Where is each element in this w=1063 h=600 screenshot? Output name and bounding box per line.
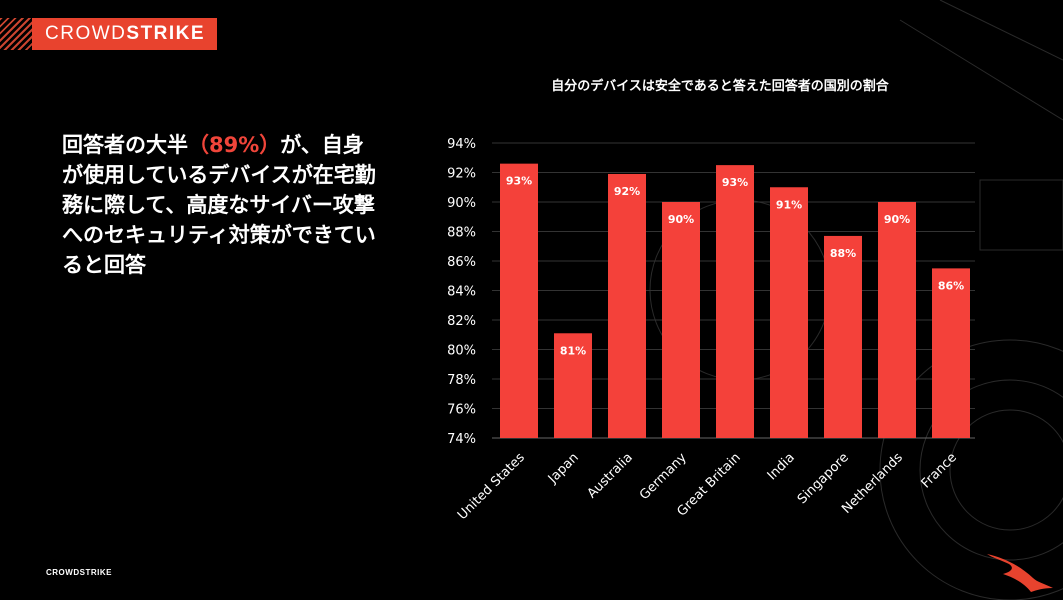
y-tick-label: 86% <box>447 255 476 270</box>
x-tick-label: India <box>765 450 798 483</box>
y-tick-label: 74% <box>447 432 476 447</box>
bar <box>932 268 970 438</box>
bar <box>824 235 862 438</box>
x-tick-label: Germany <box>637 450 690 503</box>
falcon-icon <box>987 554 1053 592</box>
x-tick-label: United States <box>455 450 528 523</box>
bar <box>500 163 538 438</box>
y-tick-label: 88% <box>447 226 476 241</box>
x-tick-label: Australia <box>585 450 636 501</box>
data-label: 93% <box>722 176 748 189</box>
bar <box>770 187 808 438</box>
data-label: 90% <box>884 213 910 226</box>
x-tick-label: Singapore <box>795 450 852 507</box>
data-label: 93% <box>506 175 532 188</box>
y-tick-label: 84% <box>447 285 476 300</box>
chart-title: 自分のデバイスは安全であると答えた回答者の国別の割合 <box>551 78 889 94</box>
logo-text-bold: STRIKE <box>126 23 206 44</box>
data-label: 92% <box>614 185 640 198</box>
headline: 回答者の大半（89%）が、自身が使用しているデバイスが在宅勤務に際して、高度なサ… <box>62 130 382 280</box>
data-label: 88% <box>830 247 856 260</box>
bar <box>878 202 916 438</box>
data-label: 90% <box>668 213 694 226</box>
data-label: 86% <box>938 279 964 292</box>
headline-text: 回答者の大半 <box>62 133 188 157</box>
y-tick-label: 76% <box>447 403 476 418</box>
bar <box>554 333 592 438</box>
bar <box>716 165 754 438</box>
bar <box>662 202 700 438</box>
y-tick-label: 78% <box>447 373 476 388</box>
y-tick-label: 92% <box>447 167 476 182</box>
data-label: 81% <box>560 344 586 357</box>
crowdstrike-logo: CROWD STRIKE <box>0 18 218 50</box>
logo-hatch <box>0 18 32 50</box>
footer-logo: CROWDSTRIKE <box>46 568 112 577</box>
data-label: 91% <box>776 198 802 211</box>
logo-text: CROWD <box>45 23 127 44</box>
bar <box>608 173 646 438</box>
y-tick-label: 90% <box>447 196 476 211</box>
y-tick-label: 82% <box>447 314 476 329</box>
x-tick-label: France <box>919 450 960 491</box>
y-tick-label: 80% <box>447 344 476 359</box>
y-tick-label: 94% <box>447 137 476 152</box>
headline-highlight: （89%） <box>188 133 281 157</box>
headline-text-rest: が、自身が使用しているデバイスが在宅勤務に際して、高度なサイバー攻撃へのセキュリ… <box>62 133 376 277</box>
x-tick-label: Japan <box>545 450 582 487</box>
